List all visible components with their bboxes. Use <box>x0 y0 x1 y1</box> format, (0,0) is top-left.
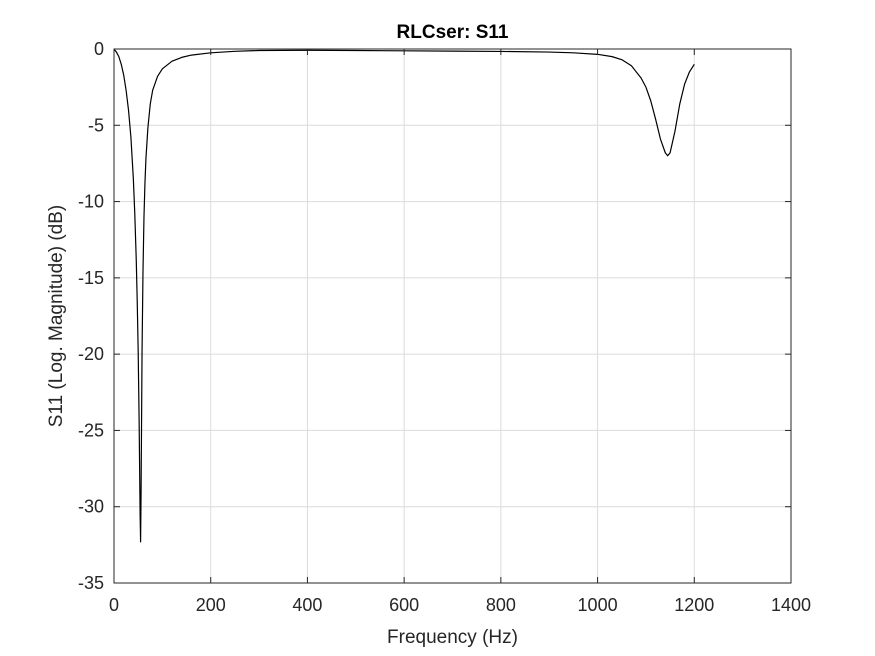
chart-title: RLCser: S11 <box>397 22 509 43</box>
ticks: 0 200 400 600 800 1000 1200 1400 0 -5 -10 -15 -20 -25… <box>78 39 811 615</box>
y-axis-label: S11 (Log. Magnitude) (dB) <box>46 205 67 428</box>
x-tick-label: 200 <box>196 595 226 615</box>
x-tick-label: 1200 <box>674 595 714 615</box>
axes-box <box>113 48 792 584</box>
y-tick-label: -10 <box>78 192 104 212</box>
y-tick-label: -5 <box>88 115 104 135</box>
series-group <box>114 49 695 543</box>
y-tick-label: -20 <box>78 344 104 364</box>
y-tick-label: -35 <box>78 573 104 593</box>
x-tick-label: 600 <box>389 595 419 615</box>
x-tick-label: 800 <box>486 595 516 615</box>
x-tick-label: 1000 <box>578 595 618 615</box>
x-axis-label: Frequency (Hz) <box>387 627 518 648</box>
y-tick-label: -30 <box>78 497 104 517</box>
y-tick-label: 0 <box>94 39 104 59</box>
x-tick-label: 0 <box>109 595 119 615</box>
x-tick-label: 1400 <box>771 595 811 615</box>
series-line-0 <box>114 49 695 543</box>
x-tick-label: 400 <box>292 595 322 615</box>
y-tick-label: -25 <box>78 420 104 440</box>
grid <box>113 48 792 584</box>
y-tick-label: -15 <box>78 268 104 288</box>
plot-area <box>114 49 791 583</box>
